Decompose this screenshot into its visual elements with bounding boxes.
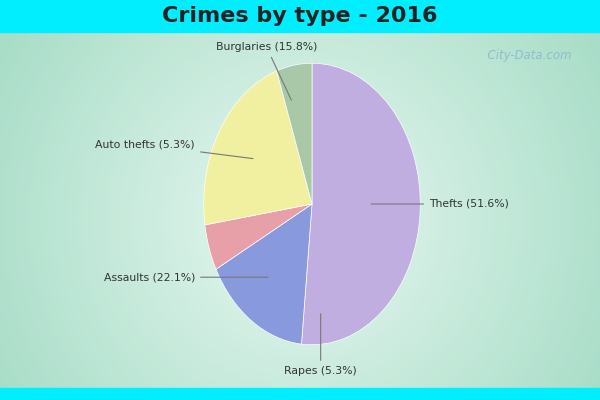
Wedge shape [277, 63, 312, 204]
Text: Assaults (22.1%): Assaults (22.1%) [104, 272, 268, 282]
Text: Auto thefts (5.3%): Auto thefts (5.3%) [95, 140, 253, 158]
Text: Burglaries (15.8%): Burglaries (15.8%) [216, 42, 317, 100]
Text: Thefts (51.6%): Thefts (51.6%) [371, 199, 509, 209]
Text: Crimes by type - 2016: Crimes by type - 2016 [162, 6, 438, 26]
Wedge shape [216, 204, 312, 344]
Bar [0, 388, 600, 400]
Wedge shape [203, 71, 312, 225]
Wedge shape [301, 63, 421, 345]
Text: City-Data.com: City-Data.com [480, 48, 572, 62]
Wedge shape [205, 204, 312, 269]
Text: Rapes (5.3%): Rapes (5.3%) [284, 314, 357, 376]
Bar [0, 0, 600, 32]
